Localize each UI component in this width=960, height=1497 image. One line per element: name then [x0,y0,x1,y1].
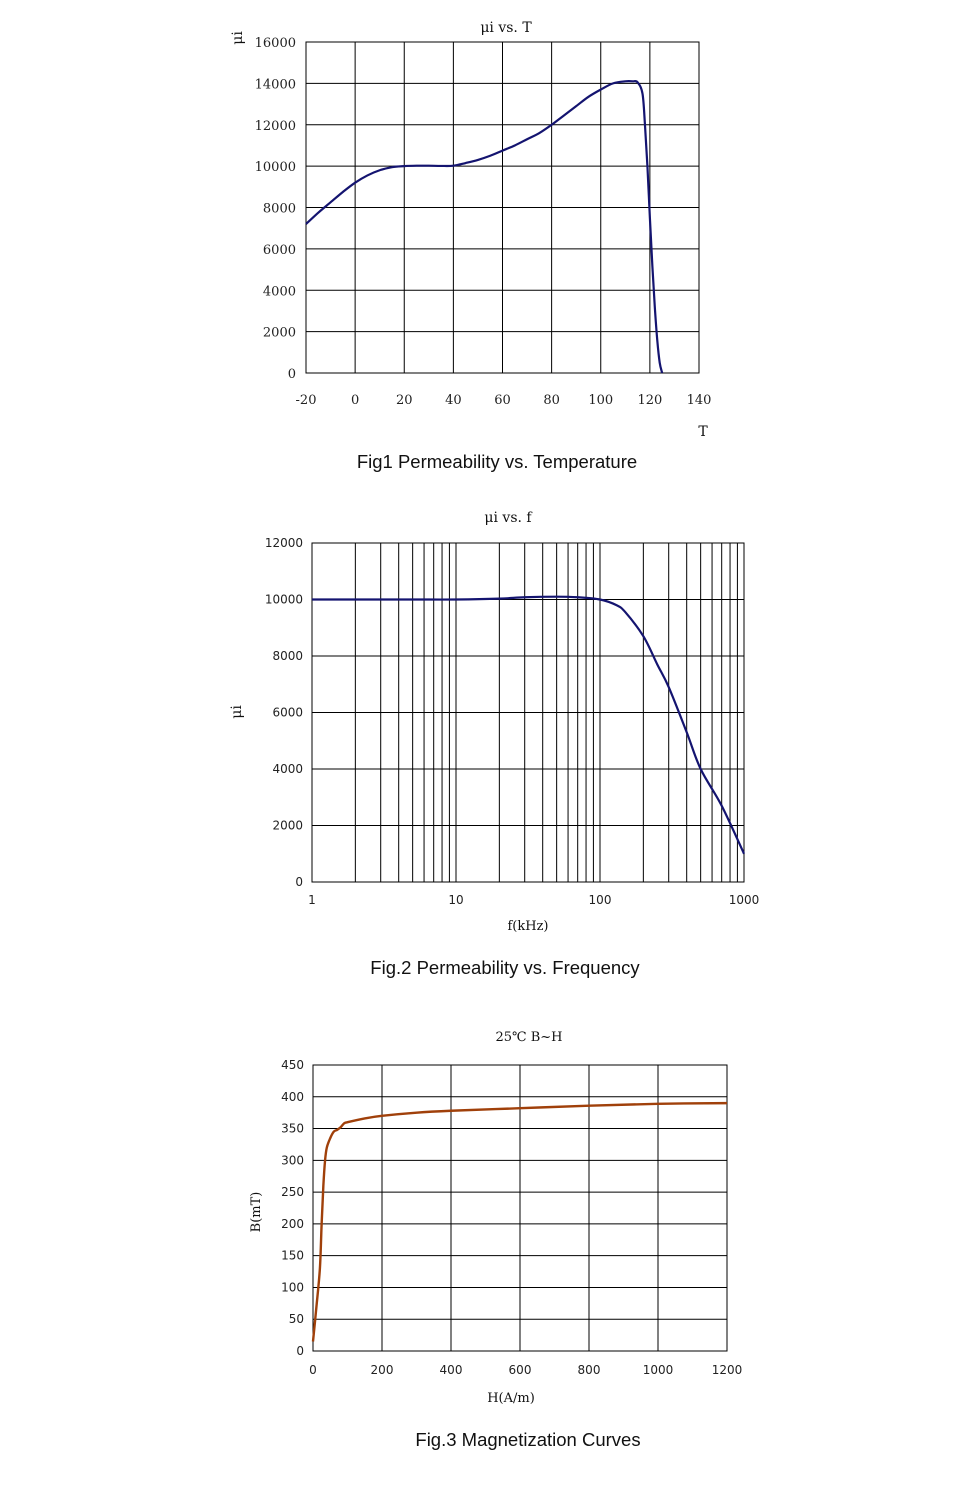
chart-3-y-ticks: 0 50 100 150 200 250 300 350 400 450 [281,1058,304,1358]
chart-1-x-tick-label: 60 [494,393,511,408]
chart-1-x-tick-label: -20 [296,393,317,408]
chart-3-x-ticks: 0 200 400 600 800 1000 1200 [309,1363,742,1377]
chart-1-x-tick-label: 100 [588,393,613,408]
chart-1-y-tick-label: 12000 [255,119,296,134]
chart-2-x-tick-label: 1000 [729,893,760,907]
chart-1-x-tick-label: 40 [445,393,462,408]
chart-3-y-tick-label: 250 [281,1185,304,1199]
chart-1-title: μi vs. T [480,20,532,36]
chart-2-series-line [311,595,745,855]
chart-2-y-tick-label: 8000 [272,649,303,663]
chart-1-y-ticks: 0 2000 4000 6000 8000 10000 12000 14000 16000 [255,36,296,382]
chart-3-y-tick-label: 150 [281,1249,304,1263]
chart-3-y-tick-label: 100 [281,1280,304,1294]
chart-1-y-label: μi [230,31,246,45]
chart-2-x-tick-label: 10 [448,893,463,907]
chart-1-y-tick-label: 6000 [263,243,296,258]
chart-2-y-ticks: 0 2000 4000 6000 8000 10000 12000 [265,536,303,889]
chart-3-x-tick-label: 800 [578,1363,601,1377]
chart-2-x-ticks: 1 10 100 1000 [308,893,759,907]
chart-2-y-tick-label: 10000 [265,593,303,607]
chart-3-caption: Fig.3 Magnetization Curves [415,1429,640,1450]
chart-2-y-tick-label: 4000 [272,762,303,776]
chart-2-plot-frame [311,542,745,883]
chart-1-plot-frame [305,41,700,374]
chart-3-x-tick-label: 400 [440,1363,463,1377]
chart-1-x-label: T [698,424,708,440]
figure-2: μi vs. f μi 1 10 100 1000 0 2000 4000 6000 8000… [229,510,759,978]
chart-2-caption: Fig.2 Permeability vs. Frequency [370,957,640,978]
figure-3: 25℃ B~H B(mT) 0 200 400 600 800 1000 1200 0 50 1… [249,1030,742,1450]
chart-3-x-tick-label: 1000 [643,1363,674,1377]
chart-1-y-tick-label: 16000 [255,36,296,51]
chart-2-x-tick-label: 1 [308,893,316,907]
chart-1-grid [305,41,700,374]
chart-3-title: 25℃ B~H [496,1030,563,1045]
chart-3-y-label: B(mT) [249,1192,264,1233]
chart-2-y-tick-label: 0 [295,875,303,889]
chart-2-x-tick-label: 100 [589,893,612,907]
chart-2-title: μi vs. f [484,510,533,526]
chart-1-y-tick-label: 10000 [255,160,296,175]
chart-3-series-line [311,1101,728,1342]
chart-3-y-tick-label: 200 [281,1217,304,1231]
chart-3-x-tick-label: 1200 [712,1363,743,1377]
chart-1-y-tick-label: 2000 [263,326,296,341]
chart-3-x-tick-label: 0 [309,1363,317,1377]
chart-3-x-label: H(A/m) [487,1391,535,1406]
chart-1-x-tick-label: 120 [637,393,662,408]
chart-1-y-tick-label: 8000 [263,202,296,217]
chart-1-x-tick-label: 0 [351,393,359,408]
chart-1-x-tick-label: 140 [687,393,712,408]
chart-1-series-line [305,80,664,374]
chart-3-x-tick-label: 200 [371,1363,394,1377]
figure-1: μi vs. T μi -20 0 20 40 60 80 100 120 140 020004… [230,20,711,472]
chart-1-y-tick-label: 0 [288,367,296,382]
chart-2-y-tick-label: 6000 [272,706,303,720]
chart-2-x-label: f(kHz) [507,919,548,934]
chart-3-y-tick-label: 300 [281,1153,304,1167]
chart-3-x-tick-label: 600 [509,1363,532,1377]
chart-1-x-tick-label: 80 [543,393,560,408]
chart-2-y-label: μi [229,705,245,719]
chart-3-y-tick-label: 0 [296,1344,304,1358]
chart-1-y-tick-label: 14000 [255,77,296,92]
chart-3-y-tick-label: 50 [289,1312,304,1326]
chart-3-y-tick-label: 350 [281,1122,304,1136]
chart-1-x-tick-label: 20 [396,393,413,408]
chart-3-plot-frame [312,1064,728,1352]
chart-1-x-ticks: -20 0 20 40 60 80 100 120 140 [296,393,712,408]
chart-1-y-tick-label: 4000 [263,284,296,299]
chart-2-y-tick-label: 12000 [265,536,303,550]
chart-2-y-tick-label: 2000 [272,819,303,833]
chart-3-y-tick-label: 450 [281,1058,304,1072]
chart-1-caption: Fig1 Permeability vs. Temperature [357,451,637,472]
chart-3-y-tick-label: 400 [281,1090,304,1104]
